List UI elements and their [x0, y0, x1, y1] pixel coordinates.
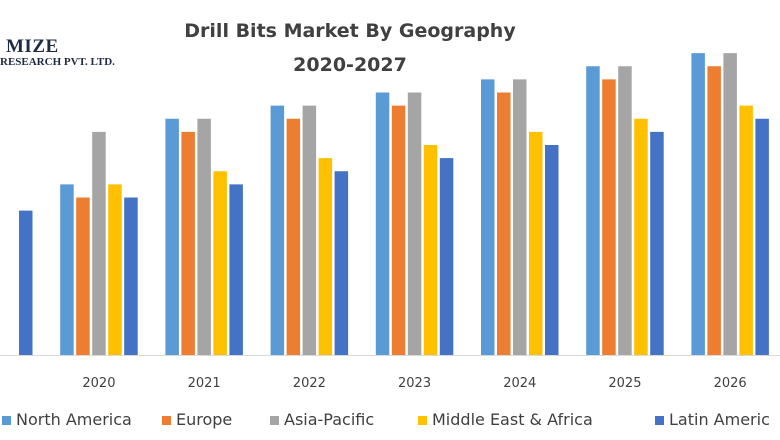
bar-latin-america-2022 [334, 171, 349, 355]
bar-europe-2026 [707, 66, 721, 355]
bar-middle-east-africa-2021 [213, 171, 227, 355]
bar-middle-east-africa-2020 [108, 184, 122, 355]
bar-middle-east-africa-2023 [423, 145, 438, 355]
legend-label: North America [16, 410, 132, 429]
bar-europe-2022 [286, 118, 301, 355]
bar-europe-2021 [181, 131, 195, 355]
chart-subtitle: 2020-2027 [293, 54, 407, 76]
bar-asia-pacific-2020 [92, 131, 106, 355]
bar-asia-pacific-2023 [407, 92, 422, 355]
bar-asia-pacific-2025 [618, 66, 632, 355]
legend-swatch [418, 416, 427, 425]
x-tick-label: 2025 [608, 376, 641, 391]
legend-label: Asia-Pacific [284, 410, 375, 429]
x-tick-label: 2026 [714, 376, 747, 391]
bar-asia-pacific-2024 [513, 79, 527, 355]
chart-legend: North America Europe Asia-Pacific Middle Ea… [0, 410, 780, 434]
bar-latin-america-2023 [439, 158, 454, 355]
bar-latin-america-2026 [755, 118, 769, 355]
bar-middle-east-africa-2025 [634, 118, 648, 355]
bar-latin-america-2020 [124, 197, 138, 355]
bar-north-america-2022 [270, 105, 285, 355]
bar-asia-pacific-2021 [197, 118, 211, 355]
bar-middle-east-africa-2024 [529, 131, 543, 355]
x-tick-label: 2020 [82, 376, 115, 391]
bar-north-america-2020 [60, 184, 74, 355]
bar-middle-east-africa-2026 [739, 105, 753, 355]
bar-middle-east-africa-2022 [318, 158, 333, 355]
bar-europe-2024 [497, 92, 511, 355]
bar-europe-2023 [391, 105, 406, 355]
x-tick-label: 2024 [503, 376, 536, 391]
bar-latin-america-2019 [19, 210, 33, 355]
bar-north-america-2021 [165, 118, 179, 355]
legend-label: Europe [176, 410, 233, 429]
legend-swatch [162, 416, 171, 425]
legend-swatch [270, 416, 279, 425]
bar-latin-america-2025 [650, 131, 664, 355]
bar-north-america-2023 [375, 92, 390, 355]
chart-title: Drill Bits Market By Geography [184, 20, 516, 42]
bar-north-america-2025 [586, 66, 600, 355]
legend-label: Middle East & Africa [432, 410, 593, 429]
x-tick-label: 2023 [398, 376, 431, 391]
bar-europe-2025 [602, 79, 616, 355]
bar-north-america-2024 [481, 79, 495, 355]
bar-north-america-2026 [691, 53, 705, 355]
logo-top-text: MIZE [6, 36, 59, 57]
bar-latin-america-2021 [229, 184, 243, 355]
bar-asia-pacific-2022 [302, 105, 317, 355]
x-tick-label: 2022 [293, 376, 326, 391]
bar-latin-america-2024 [545, 145, 559, 355]
bar-chart: 2020 2021 2022 2023 2024 2025 2026 [0, 53, 780, 391]
bar-europe-2020 [76, 197, 90, 355]
legend-label: Latin Americ [669, 410, 770, 429]
legend-swatch [655, 416, 664, 425]
bar-asia-pacific-2026 [723, 53, 737, 355]
x-tick-label: 2021 [188, 376, 221, 391]
legend-swatch [2, 416, 11, 425]
logo-bottom-text: RESEARCH PVT. LTD. [0, 56, 115, 68]
